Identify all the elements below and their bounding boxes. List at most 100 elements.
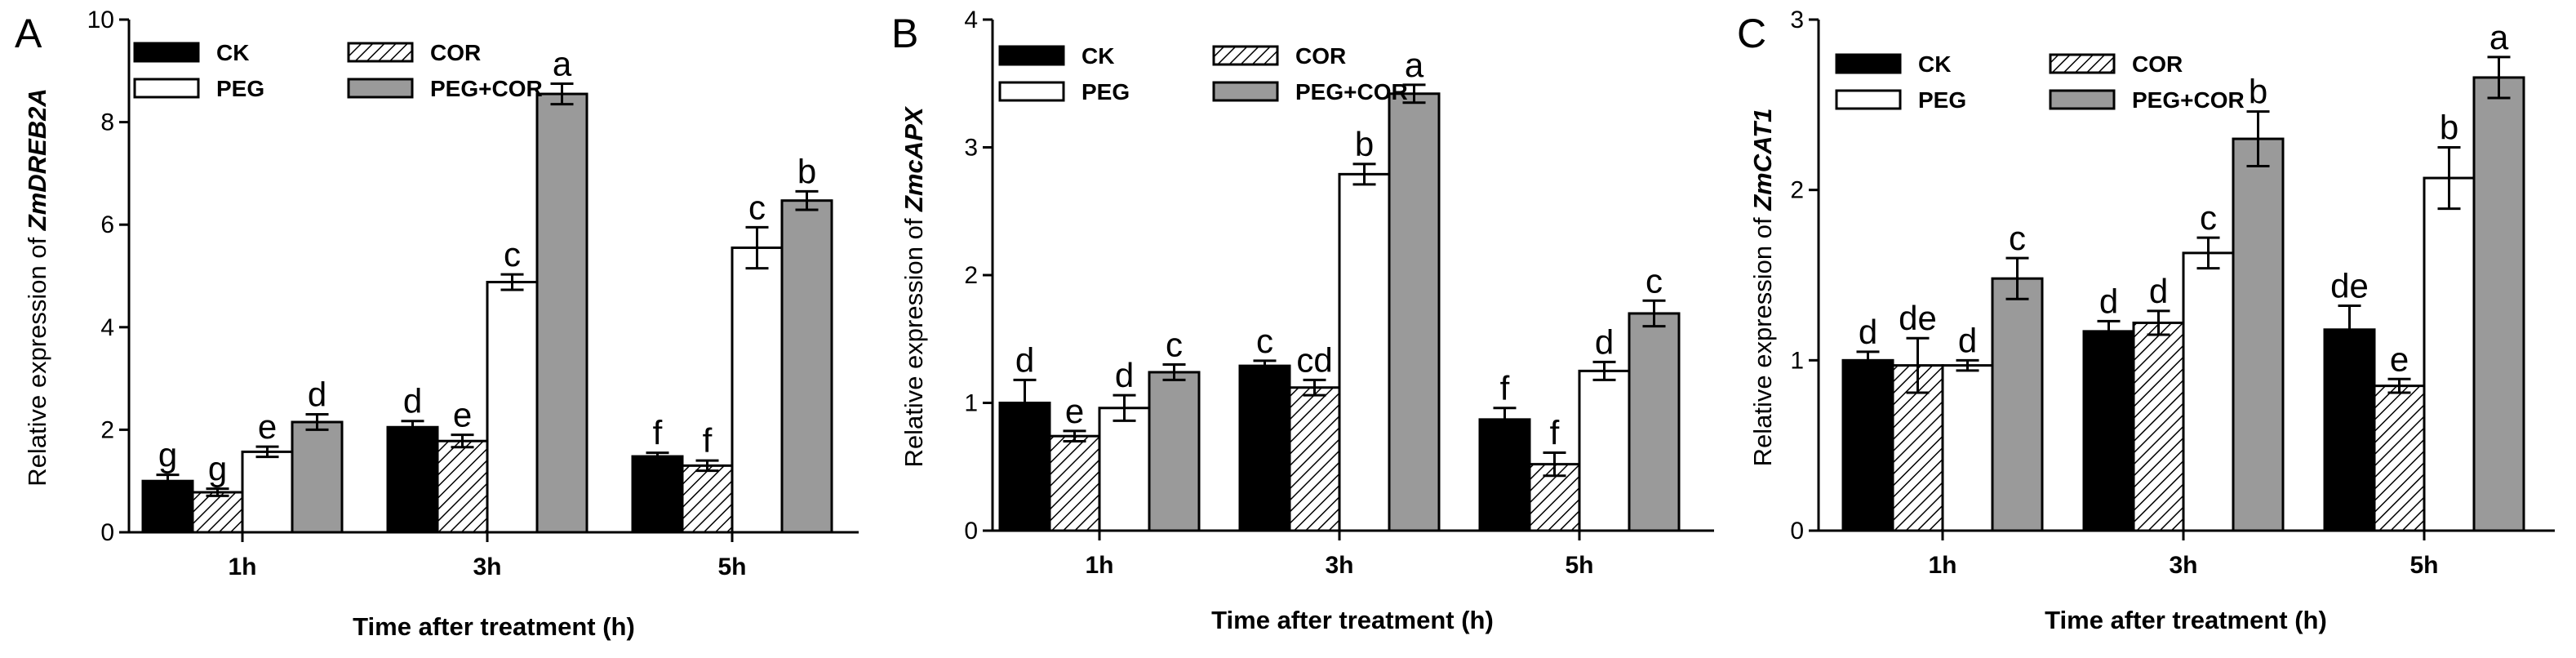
panel-a-y-tick-label: 10 <box>87 7 114 33</box>
panel-a-bar-cor <box>681 464 734 534</box>
panel-letter-b: B <box>891 11 918 56</box>
panel-b-significance-label: d <box>1595 322 1614 361</box>
panel-a-bar-ck <box>386 425 439 534</box>
panel-b-bar-ck <box>998 402 1051 532</box>
panel-c-y-tick-label: 1 <box>1790 347 1804 374</box>
panel-c-significance-label: d <box>1958 321 1977 359</box>
panel-a: A Relative expression of ZmDREB2A Time a… <box>15 7 859 641</box>
legend-swatch-ck <box>133 42 200 63</box>
panel-c-significance-label: d <box>2149 272 2168 310</box>
panel-a-significance-label: f <box>703 421 713 460</box>
panel-c-category-label: 3h <box>2169 552 2197 579</box>
panel-c-category-label: 5h <box>2409 552 2438 579</box>
panel-a-bar-cor <box>436 439 489 534</box>
panel-c-bar-peg-cor <box>1991 277 2044 532</box>
panel-a-category-label: 5h <box>717 554 746 580</box>
panel-b-bar-cor <box>1048 434 1101 532</box>
panel-b-y-tick-label: 1 <box>964 390 978 417</box>
panel-a-y-tick-label: 4 <box>100 314 114 341</box>
legend-label: PEG+COR <box>430 76 543 101</box>
panel-c-ylabel: Relative expression of ZmCAT1 <box>1748 109 1777 467</box>
panel-c-significance-label: b <box>2440 109 2458 147</box>
panel-c-category-label: 1h <box>1928 552 1956 579</box>
panel-b-y-tick-label: 2 <box>964 262 978 289</box>
panel-c-significance-label: d <box>2099 282 2118 320</box>
panel-a-bar-peg-cor <box>291 420 344 534</box>
panel-a-y-tick-label: 8 <box>100 109 114 136</box>
panel-a-y-tick-label: 6 <box>100 211 114 238</box>
panel-c-significance-label: de <box>2330 267 2369 305</box>
panel-c-y-tick-label: 0 <box>1790 518 1804 545</box>
legend-swatch-peg-cor <box>2049 89 2116 110</box>
panel-b-category-label: 3h <box>1325 552 1353 579</box>
panel-b: B Relative expression of ZmcAPX Time aft… <box>891 7 1714 634</box>
panel-a-significance-label: d <box>308 376 326 414</box>
panel-a-significance-label: e <box>453 396 472 434</box>
panel-b-legend: CK COR PEG PEG+COR <box>998 43 1408 104</box>
svg-text:Relative expression of ZmCAT1: Relative expression of ZmCAT1 <box>1748 109 1777 467</box>
panel-c-significance-label: c <box>2009 219 2026 257</box>
panel-b-category-label: 1h <box>1085 552 1113 579</box>
panel-b-significance-label: c <box>1166 326 1183 364</box>
panel-b-bar-peg-cor <box>1148 371 1201 532</box>
legend-swatch-peg <box>1835 89 1902 110</box>
panel-a-significance-label: b <box>797 152 816 190</box>
panel-a-bar-ck <box>631 455 684 534</box>
panel-c-bar-peg-cor <box>2232 137 2285 532</box>
panel-c-bar-peg <box>2182 251 2235 532</box>
legend-label: PEG+COR <box>1295 79 1408 104</box>
panel-b-y-tick-label: 4 <box>964 7 978 33</box>
legend-label: CK <box>216 40 249 65</box>
panel-b-significance-label: f <box>1500 369 1510 407</box>
legend-swatch-ck <box>1835 53 1902 74</box>
panel-a-bar-ck <box>141 479 194 534</box>
panel-c-bar-peg <box>2423 176 2476 532</box>
panel-c-bar-peg <box>1941 364 1994 532</box>
panel-b-category-label: 5h <box>1565 552 1593 579</box>
legend-label: PEG <box>1918 87 1966 113</box>
panel-a-significance-label: c <box>748 188 766 226</box>
panel-letter-c: C <box>1737 11 1766 56</box>
panel-letter-a: A <box>15 11 42 56</box>
legend-swatch-peg-cor <box>1212 81 1279 102</box>
panel-c-significance-label: c <box>2200 198 2217 237</box>
panel-a-bar-peg-cor <box>780 199 833 534</box>
legend-swatch-peg-cor <box>347 78 414 99</box>
panel-a-significance-label: e <box>258 407 277 446</box>
panel-a-significance-label: c <box>504 235 521 273</box>
legend-label: CK <box>1081 43 1114 69</box>
panel-a-category-label: 3h <box>473 554 501 580</box>
panel-a-significance-label: a <box>553 45 572 83</box>
panel-b-y-tick-label: 0 <box>964 518 978 545</box>
legend-swatch-cor <box>1212 45 1279 66</box>
panel-b-significance-label: d <box>1015 340 1034 379</box>
panel-c-significance-label: de <box>1899 299 1937 337</box>
panel-b-significance-label: c <box>1256 322 1273 360</box>
panel-c-y-tick-label: 3 <box>1790 7 1804 33</box>
panel-c-y-tick-label: 2 <box>1790 177 1804 204</box>
panel-a-xlabel: Time after treatment (h) <box>353 612 635 641</box>
panel-b-bar-peg-cor <box>1388 92 1441 532</box>
panel-b-bar-cor <box>1288 386 1341 532</box>
panel-b-significance-label: c <box>1646 261 1663 300</box>
legend-label: COR <box>430 40 481 65</box>
panel-b-significance-label: a <box>1405 46 1424 84</box>
panel-c-significance-label: a <box>2489 18 2509 56</box>
panel-b-bar-peg <box>1578 369 1631 532</box>
panel-c-bar-ck <box>1841 358 1894 532</box>
legend-swatch-peg <box>998 81 1065 102</box>
panel-c-bar-cor <box>2132 321 2185 532</box>
panel-b-bar-peg <box>1338 172 1391 532</box>
panel-c-bar-ck <box>2082 330 2135 532</box>
panel-c-significance-label: d <box>1859 313 1877 351</box>
panel-c-significance-label: b <box>2249 73 2267 111</box>
legend-label: CK <box>1918 51 1951 77</box>
panel-c-bar-cor <box>2373 385 2426 532</box>
panel-b-bar-peg-cor <box>1628 312 1681 532</box>
panel-c-bar-ck <box>2323 328 2376 532</box>
panel-b-xlabel: Time after treatment (h) <box>1211 606 1494 634</box>
